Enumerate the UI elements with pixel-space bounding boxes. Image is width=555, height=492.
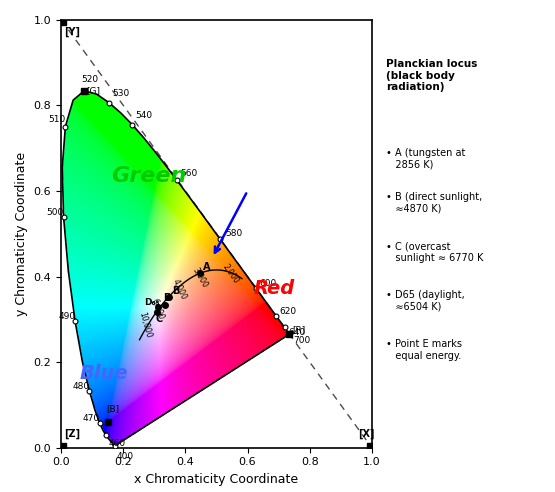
Text: 6,000: 6,000 xyxy=(150,297,166,321)
Text: 2,000: 2,000 xyxy=(221,263,241,286)
Text: 3,000: 3,000 xyxy=(190,266,209,290)
Text: 600: 600 xyxy=(260,279,277,288)
Text: 460: 460 xyxy=(109,439,126,448)
Text: • B (direct sunlight,
   ≈4870 K): • B (direct sunlight, ≈4870 K) xyxy=(386,192,482,214)
Text: 510: 510 xyxy=(48,115,65,124)
Text: 4,000: 4,000 xyxy=(170,277,188,301)
Text: 10,000: 10,000 xyxy=(138,311,153,339)
Text: [B]: [B] xyxy=(106,404,119,413)
Text: [G]: [G] xyxy=(87,86,100,95)
Text: E: E xyxy=(163,293,170,303)
Text: 520: 520 xyxy=(81,75,98,84)
Text: 400: 400 xyxy=(117,452,134,461)
Text: 560: 560 xyxy=(180,169,198,178)
Text: A: A xyxy=(203,262,211,272)
Text: [R]: [R] xyxy=(292,325,305,334)
Text: Red: Red xyxy=(254,278,295,298)
Text: 700: 700 xyxy=(293,336,310,345)
Text: • C (overcast
   sunlight ≈ 6770 K: • C (overcast sunlight ≈ 6770 K xyxy=(386,241,483,263)
Text: 490: 490 xyxy=(58,312,75,321)
Text: 640: 640 xyxy=(288,328,305,337)
Text: 580: 580 xyxy=(225,229,242,238)
Text: [Y]: [Y] xyxy=(64,27,80,37)
Text: C: C xyxy=(156,314,163,324)
Text: 500: 500 xyxy=(47,208,64,217)
Text: • Point E marks
   equal energy.: • Point E marks equal energy. xyxy=(386,339,462,361)
Text: Planckian locus
(black body
radiation): Planckian locus (black body radiation) xyxy=(386,59,477,92)
Text: 530: 530 xyxy=(112,90,129,98)
Text: 540: 540 xyxy=(135,111,153,121)
X-axis label: x Chromaticity Coordinate: x Chromaticity Coordinate xyxy=(134,473,299,486)
Text: Blue: Blue xyxy=(80,364,128,383)
Text: B: B xyxy=(172,286,179,296)
Text: [X]: [X] xyxy=(358,429,375,439)
Text: 480: 480 xyxy=(72,382,89,391)
Text: D₆₅: D₆₅ xyxy=(144,298,160,307)
Text: • D65 (daylight,
   ≈6504 K): • D65 (daylight, ≈6504 K) xyxy=(386,290,465,312)
Text: • A (tungsten at
   2856 K): • A (tungsten at 2856 K) xyxy=(386,148,465,169)
Text: [Z]: [Z] xyxy=(64,429,80,439)
Y-axis label: y Chromaticity Coordinate: y Chromaticity Coordinate xyxy=(15,152,28,316)
Text: 470: 470 xyxy=(83,414,100,423)
Text: 620: 620 xyxy=(280,307,297,315)
Text: Green: Green xyxy=(111,166,186,186)
